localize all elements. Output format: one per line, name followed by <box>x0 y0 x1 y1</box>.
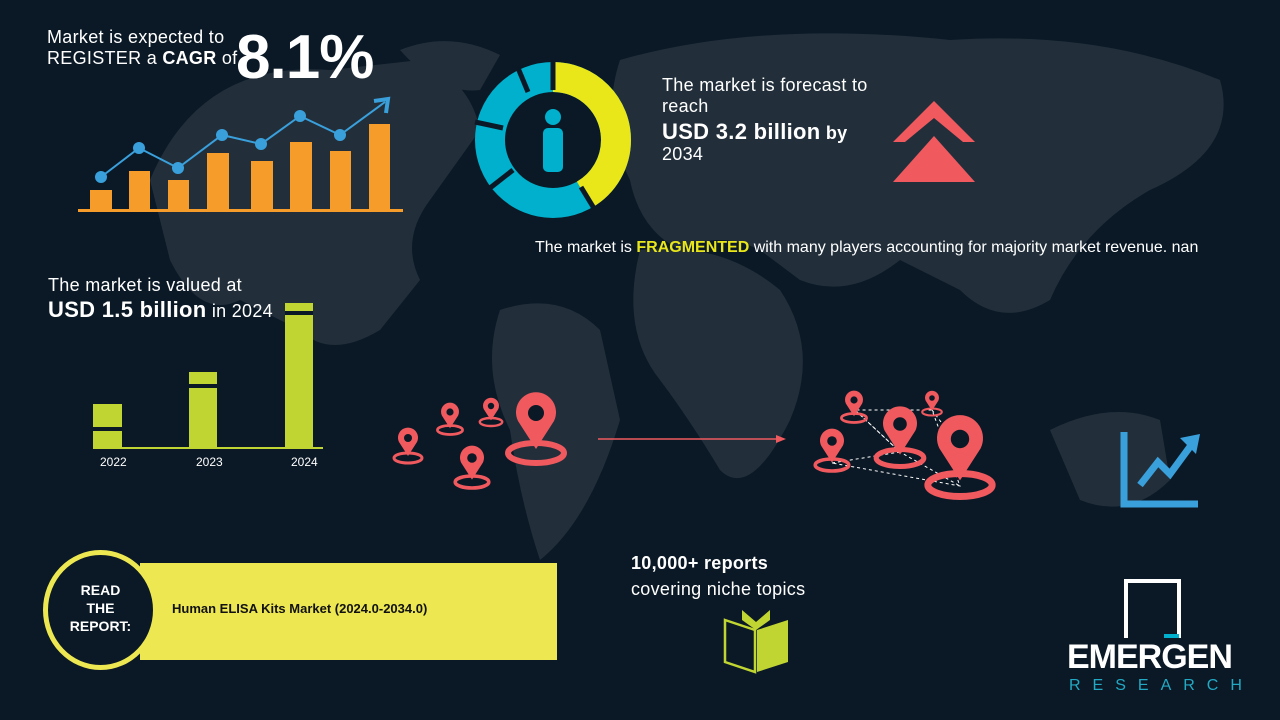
logo-mark <box>1124 579 1181 638</box>
location-pin-icon <box>392 390 1220 510</box>
report-title-link[interactable]: Human ELISA Kits Market (2024.0-2034.0) <box>172 601 428 616</box>
bar-line-chart-icon <box>78 96 403 212</box>
logo-name: EMERGEN <box>1067 638 1233 676</box>
growth-chart-icon <box>1120 432 1200 508</box>
reports-text: 10,000+ reports covering niche topics <box>631 553 806 599</box>
fragmented-text: The market is FRAGMENTED with many playe… <box>535 239 1199 256</box>
cagr-value: 8.1% <box>236 23 374 92</box>
open-book-icon <box>723 610 788 674</box>
read-report-circle[interactable]: READ THE REPORT: <box>43 550 158 670</box>
report-banner[interactable]: Human ELISA Kits Market (2024.0-2034.0) <box>140 563 557 660</box>
year-label: 2022 <box>100 455 127 469</box>
year-label: 2023 <box>196 455 223 469</box>
year-label: 2024 <box>291 455 318 469</box>
double-chevron-up-icon <box>893 101 975 182</box>
donut-person-icon <box>474 60 631 218</box>
valued-text: The market is valued at USD 1.5 billion … <box>48 275 273 322</box>
cagr-text: Market is expected to REGISTER a CAGR of <box>47 27 238 68</box>
value-bars-icon <box>93 303 323 449</box>
logo-sub: RESEARCH <box>1069 677 1254 694</box>
forecast-text: The market is forecast to reach USD 3.2 … <box>662 75 868 164</box>
